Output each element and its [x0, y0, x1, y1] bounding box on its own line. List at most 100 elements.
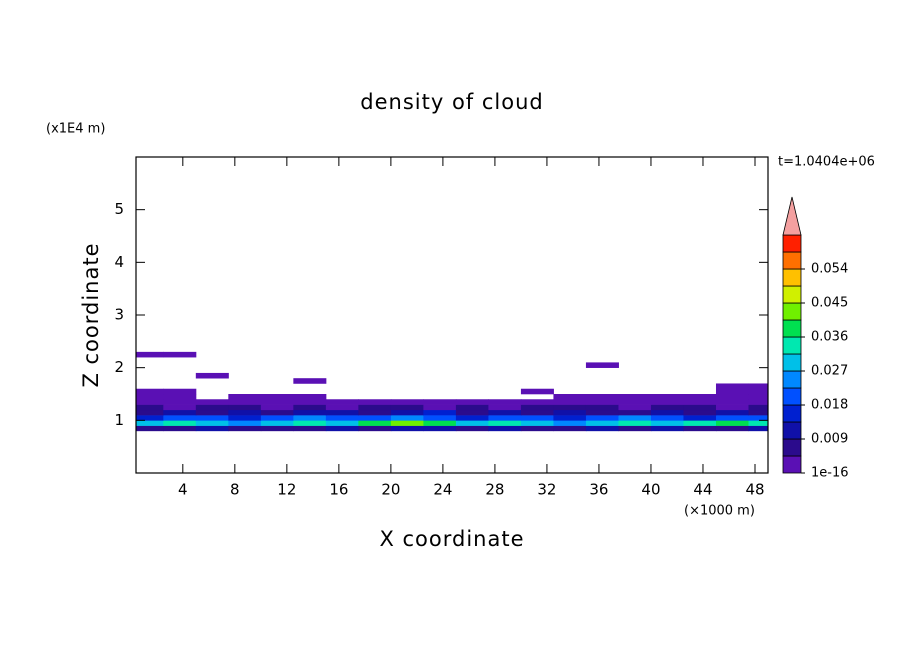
- contour-cell: [195, 425, 229, 432]
- contour-cell: [163, 415, 197, 421]
- contour-cell: [228, 404, 262, 411]
- y-tick-label: 2: [114, 358, 124, 376]
- contour-cell: [683, 404, 717, 411]
- y-tick-label: 1: [114, 411, 124, 429]
- contour-cell: [260, 399, 294, 405]
- contour-cell: [163, 425, 197, 432]
- contour-cell: [748, 425, 768, 432]
- contour-cell: [293, 420, 327, 426]
- contour-cell: [650, 409, 684, 416]
- contour-cell: [293, 425, 327, 432]
- contour-cell: [520, 399, 554, 405]
- colorbar-tick-label: 0.018: [811, 398, 848, 413]
- contour-cell: [325, 409, 359, 416]
- contour-cell: [748, 394, 768, 400]
- contour-cell: [325, 399, 359, 405]
- contour-cell: [260, 394, 294, 400]
- contour-cell: [520, 409, 554, 416]
- contour-cell: [390, 409, 424, 416]
- contour-cell: [650, 399, 684, 405]
- contour-cell: [520, 420, 554, 426]
- colorbar-segment: [782, 421, 802, 440]
- contour-cell: [136, 409, 164, 416]
- contour-cell: [520, 404, 554, 411]
- contour-cell: [488, 425, 522, 432]
- contour-cell: [455, 415, 489, 421]
- x-tick-label: 48: [745, 481, 764, 499]
- colorbar-segment: [782, 353, 802, 372]
- contour-cell: [553, 409, 587, 416]
- contour-cell: [358, 415, 392, 421]
- x-tick-label: 20: [381, 481, 400, 499]
- contour-cell: [618, 420, 652, 426]
- colorbar-segment: [782, 268, 802, 287]
- y-tick-label: 3: [114, 306, 124, 324]
- contour-cell: [520, 415, 554, 421]
- contour-cell: [618, 415, 652, 421]
- x-tick-label: 16: [329, 481, 348, 499]
- contour-cell: [520, 425, 554, 432]
- colorbar-segment: [782, 455, 802, 474]
- colorbar-segment: [782, 387, 802, 406]
- contour-cell: [683, 425, 717, 432]
- contour-cell: [325, 425, 359, 432]
- contour-cell: [650, 404, 684, 411]
- contour-cell: [683, 415, 717, 421]
- y-axis-label: Z coordinate: [79, 242, 103, 387]
- contour-cell: [553, 415, 587, 421]
- colorbar-segment: [782, 302, 802, 321]
- contour-cell: [136, 420, 164, 426]
- x-tick-label: 12: [277, 481, 296, 499]
- contour-cell: [748, 409, 768, 416]
- contour-cell: [455, 425, 489, 432]
- contour-cell: [488, 415, 522, 421]
- contour-cell: [715, 404, 749, 411]
- contour-cell: [390, 420, 424, 426]
- contour-cell: [683, 420, 717, 426]
- contour-cell: [358, 425, 392, 432]
- contour-cell: [228, 425, 262, 432]
- contour-cell: [195, 399, 229, 405]
- contour-cell: [455, 404, 489, 411]
- contour-cell: [228, 394, 262, 400]
- contour-cell: [748, 383, 768, 390]
- contour-cell: [423, 420, 457, 426]
- contour-cell: [358, 420, 392, 426]
- contour-cell: [650, 394, 684, 400]
- contour-cell: [455, 420, 489, 426]
- contour-cell: [390, 404, 424, 411]
- contour-cell: [325, 415, 359, 421]
- contour-cell: [325, 404, 359, 411]
- contour-cell: [748, 415, 768, 421]
- contour-cell: [293, 399, 327, 405]
- colorbar-segment: [782, 285, 802, 304]
- contour-cell: [260, 420, 294, 426]
- contour-cell: [163, 394, 197, 400]
- contour-cell: [585, 362, 619, 368]
- contour-cell: [163, 404, 197, 411]
- contour-cell: [423, 404, 457, 411]
- contour-cell: [488, 409, 522, 416]
- x-tick-label: 4: [178, 481, 188, 499]
- colorbar-tick-label: 0.054: [811, 262, 848, 277]
- chart-title: density of cloud: [360, 90, 543, 114]
- contour-cell: [585, 425, 619, 432]
- contour-cell: [163, 399, 197, 405]
- x-tick-label: 8: [230, 481, 240, 499]
- contour-cell: [358, 409, 392, 416]
- contour-cell: [228, 409, 262, 416]
- contour-cell: [163, 388, 197, 395]
- contour-cell: [618, 425, 652, 432]
- colorbar-segment: [782, 404, 802, 423]
- contour-cell: [228, 399, 262, 405]
- contour-cell: [293, 404, 327, 411]
- contour-cell: [136, 394, 164, 400]
- contour-cell: [423, 399, 457, 405]
- contour-cell: [423, 409, 457, 416]
- contour-cell: [748, 399, 768, 405]
- colorbar-tick-label: 0.027: [811, 364, 848, 379]
- contour-cell: [488, 420, 522, 426]
- colorbar-segment: [782, 438, 802, 457]
- plot-area: [136, 351, 768, 432]
